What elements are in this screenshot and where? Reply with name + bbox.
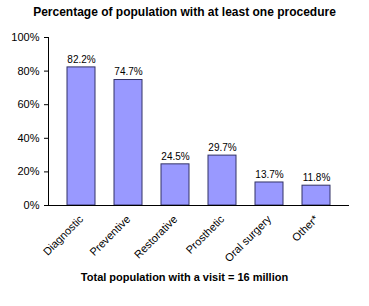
svg-text:29.7%: 29.7% [208, 142, 236, 153]
svg-text:0%: 0% [24, 199, 40, 211]
svg-text:40%: 40% [17, 132, 39, 144]
svg-text:Preventive: Preventive [87, 213, 132, 258]
svg-text:Other*: Other* [289, 212, 320, 243]
svg-text:Diagnostic: Diagnostic [41, 212, 86, 257]
svg-text:60%: 60% [17, 98, 39, 110]
svg-text:Oral surgery: Oral surgery [222, 212, 274, 264]
html-text:Percentage of population with: Percentage of population with at least o… [33, 5, 336, 19]
svg-text:11.8%: 11.8% [303, 172, 331, 183]
svg-text:13.7%: 13.7% [255, 169, 283, 180]
svg-text:100%: 100% [11, 31, 39, 43]
svg-text:Prosthetic: Prosthetic [183, 212, 226, 255]
svg-text:20%: 20% [17, 165, 39, 177]
svg-text:74.7%: 74.7% [114, 66, 142, 77]
svg-text:80%: 80% [17, 65, 39, 77]
svg-text:82.2%: 82.2% [67, 54, 95, 65]
html-text:Total population with a visit: Total population with a visit = 16 milli… [80, 271, 289, 283]
svg-text:Restorative: Restorative [132, 213, 180, 261]
svg-text:24.5%: 24.5% [161, 151, 189, 162]
